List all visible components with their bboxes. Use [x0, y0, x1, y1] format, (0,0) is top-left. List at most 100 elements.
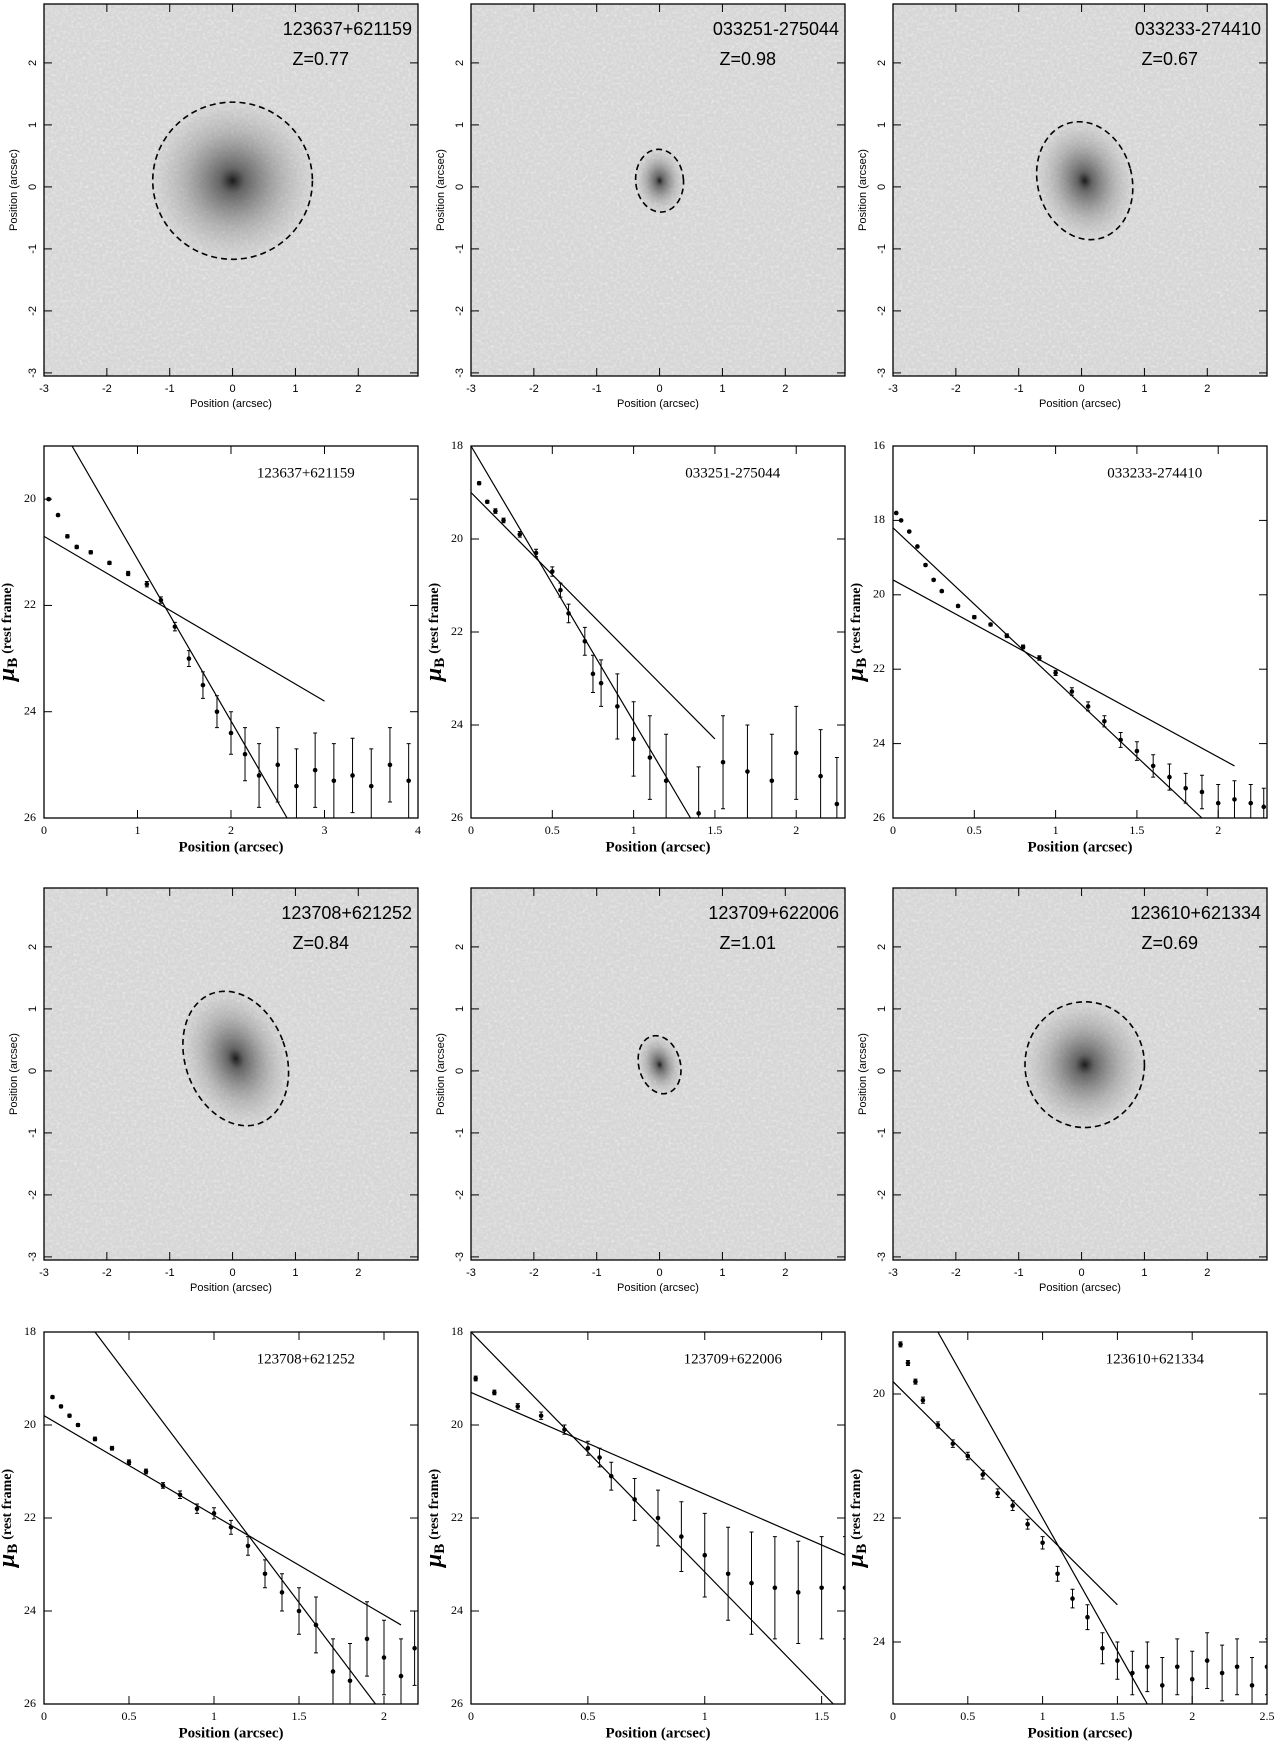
y-axis-label: Position (arcsec) [435, 1033, 447, 1115]
x-tick-label: 1 [1040, 1709, 1046, 1723]
data-point [935, 1422, 941, 1428]
plot-area [471, 446, 840, 818]
data-point [772, 1585, 778, 1591]
plot-frame [892, 445, 1268, 819]
data-point [550, 569, 555, 574]
data-point [1261, 804, 1267, 810]
y-tick-label: -3 [27, 1252, 39, 1262]
x-axis-label: Position (arcsec) [617, 398, 699, 410]
object-id: 123709+622006 [708, 903, 839, 923]
data-point [834, 801, 840, 807]
aperture-ellipse [182, 990, 290, 1127]
y-tick-label: 26 [451, 1696, 463, 1710]
y-tick-label: -2 [876, 306, 888, 316]
y-tick-label: -1 [27, 244, 39, 254]
y-tick-label: 26 [873, 810, 885, 824]
data-point [1070, 1596, 1075, 1601]
data-point [1055, 1571, 1060, 1577]
y-tick-label: 2 [454, 60, 466, 66]
x-tick-label: 0 [890, 823, 896, 837]
data-point [1053, 670, 1058, 676]
data-point [160, 1483, 166, 1488]
data-point [331, 778, 337, 784]
y-label-text: (rest frame) [849, 583, 864, 654]
data-point [915, 544, 920, 549]
data-point [144, 581, 150, 587]
data-point [931, 577, 936, 583]
x-axis-label: Position (arcsec) [605, 839, 710, 855]
data-point [972, 614, 977, 620]
data-point [381, 1655, 387, 1660]
data-point [493, 508, 498, 514]
data-point [631, 736, 636, 742]
y-tick-label: -1 [876, 244, 888, 254]
galaxy [1034, 118, 1136, 243]
data-point [1004, 633, 1010, 639]
y-tick-label: -3 [454, 1252, 466, 1262]
data-point [995, 1490, 1001, 1496]
x-tick-label: 2 [1189, 1709, 1195, 1723]
fit-line [94, 1332, 376, 1704]
y-tick-label: -3 [876, 368, 888, 378]
image-panel: -3 -2 -1 0 1 2 -3 -2 -1 0 1 2 033233-274410 Z=0.67 Pos… [857, 3, 1268, 410]
data-point [211, 1511, 217, 1516]
error-bar [843, 1536, 845, 1640]
aperture-ellipse [1024, 1001, 1146, 1129]
plot-area [44, 446, 411, 818]
fit-line [471, 1391, 845, 1556]
data-point [256, 773, 262, 778]
x-tick-label: 0.5 [580, 1709, 595, 1723]
x-tick-label: 2 [1204, 383, 1210, 395]
x-tick-label: 1.5 [292, 1709, 307, 1723]
data-point [655, 1515, 661, 1521]
x-tick-label: 1 [702, 1709, 708, 1723]
data-point [109, 1445, 115, 1451]
plot-area [44, 1332, 417, 1704]
data-point [262, 1571, 268, 1577]
x-tick-label: 1 [292, 1267, 298, 1279]
profile-panel: 0 0.5 1 1.5 2 16 18 20 22 24 26 033233-274410 Positi… [843, 438, 1268, 855]
x-axis-label: Position (arcsec) [190, 398, 272, 410]
x-tick-label: -2 [102, 1267, 112, 1279]
data-point [590, 671, 596, 677]
data-point [172, 624, 178, 629]
data-point [1085, 704, 1091, 709]
x-tick-label: 0 [1079, 383, 1085, 395]
data-point [1010, 1503, 1015, 1508]
data-point [1232, 797, 1237, 802]
image-panel: -3 -2 -1 0 1 2 -3 -2 -1 0 1 2 123610+621334 Z=0.69 Pos… [857, 887, 1268, 1294]
plot-frame [43, 3, 419, 377]
galaxy [634, 147, 685, 214]
data-point [663, 778, 669, 784]
y-tick-label: 20 [24, 491, 36, 505]
y-tick-label: 20 [873, 1386, 885, 1400]
x-tick-label: -2 [951, 1267, 961, 1279]
x-tick-label: 2 [355, 383, 361, 395]
data-point [296, 1608, 302, 1614]
y-tick-label: 1 [454, 1006, 466, 1012]
x-tick-label: 0.5 [545, 823, 560, 837]
data-point [364, 1636, 370, 1642]
x-axis-label: Position (arcsec) [1039, 398, 1121, 410]
data-point [501, 518, 506, 523]
plot-frame [43, 1331, 419, 1705]
data-point [1145, 1664, 1150, 1670]
x-tick-label: 0 [657, 383, 663, 395]
y-axis-label: Position (arcsec) [8, 1033, 20, 1115]
data-point [368, 783, 374, 789]
data-point [143, 1469, 149, 1474]
data-point [228, 1525, 234, 1530]
profile-panel: 0 0.5 1 1.5 2 18 20 22 24 26 033251-275044 Position… [421, 438, 846, 855]
aperture-ellipse [151, 101, 314, 261]
y-tick-label: -3 [454, 368, 466, 378]
y-label-symbol: μ [843, 668, 869, 683]
data-point [1102, 718, 1107, 724]
y-tick-label: 24 [24, 1603, 36, 1617]
data-point [294, 783, 299, 789]
x-tick-label: 1.5 [1129, 823, 1144, 837]
data-point [819, 1585, 824, 1591]
fit-line [893, 579, 1235, 767]
x-tick-label: -1 [165, 1267, 175, 1279]
y-axis-label: μB (rest frame) [843, 583, 871, 684]
data-point [1264, 1664, 1267, 1670]
